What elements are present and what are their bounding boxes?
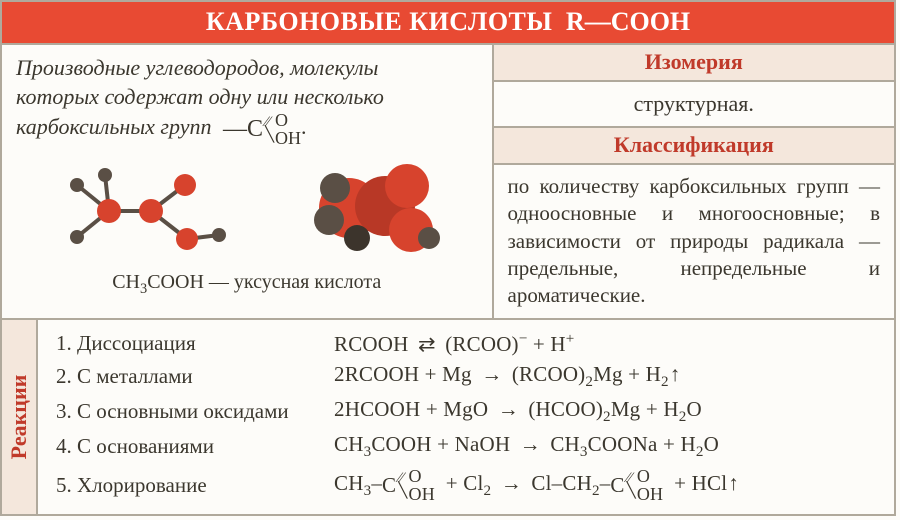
reaction-row-1: 1. Диссоциация RCOOH ⇄ (RCOO)− + H+ [56,329,880,359]
reaction-row-2: 2. С металлами 2RCOOH + Mg → (RCOO)2Mg +… [56,360,880,393]
ball-stick-model-icon [47,155,237,265]
reactions-block: Реакции 1. Диссоциация RCOOH ⇄ (RCOO)− +… [2,320,894,514]
reaction-eq-5: CH3–C⁄⁄╲OOH + Cl2 → Cl–CH2–C⁄⁄╲OOH + HCl… [334,467,880,503]
reaction-eq-2: 2RCOOH + Mg → (RCOO)2Mg + H2↑ [334,362,880,391]
caption-name: уксусная кислота [234,271,381,293]
title-bar: КАРБОНОВЫЕ КИСЛОТЫ R—COOH [2,2,894,45]
caption-formula: CH3COOH [112,271,204,293]
reaction-row-5: 5. Хлорирование CH3–C⁄⁄╲OOH + Cl2 → Cl–C… [56,465,880,505]
upper-block: Производные углеводородов, молекулы кото… [2,45,894,320]
space-fill-model-icon [307,158,447,263]
molecule-models [2,151,492,271]
properties-column: Изомерия структурная. Классификация по к… [494,45,895,318]
def-line-2: которых содержат одну или несколько [16,84,384,109]
reaction-row-3: 3. С основными оксидами 2HCOOH + MgO → (… [56,395,880,428]
isomerism-body: структурная. [494,82,895,126]
def-line-3: карбоксильных групп [16,114,211,139]
title-label: КАРБОНОВЫЕ КИСЛОТЫ [206,7,553,36]
reaction-eq-3: 2HCOOH + MgO → (HCOO)2Mg + H2O [334,397,880,426]
info-card: КАРБОНОВЫЕ КИСЛОТЫ R—COOH Производные уг… [0,0,896,516]
reaction-row-4: 4. С основаниями CH3COOH + NaOH → CH3COO… [56,430,880,463]
reactions-side-label: Реакции [2,320,38,514]
title-formula: R—COOH [559,7,690,36]
reactions-body: 1. Диссоциация RCOOH ⇄ (RCOO)− + H+ 2. С… [38,320,894,514]
classification-header: Классификация [494,126,895,165]
definition-text: Производные углеводородов, молекулы кото… [2,45,492,151]
model-caption: CH3COOH — уксусная кислота [2,271,492,304]
carboxyl-structure: —C ⁄⁄╲ OOH [217,111,301,147]
isomerism-header: Изомерия [494,45,895,82]
def-line-1: Производные углеводородов, молекулы [16,55,378,80]
reaction-eq-4: CH3COOH + NaOH → CH3COONa + H2O [334,432,880,461]
definition-column: Производные углеводородов, молекулы кото… [2,45,494,318]
classification-body: по количеству карбоксильных групп — одно… [494,165,895,317]
reaction-eq-1: RCOOH ⇄ (RCOO)− + H+ [334,331,880,357]
